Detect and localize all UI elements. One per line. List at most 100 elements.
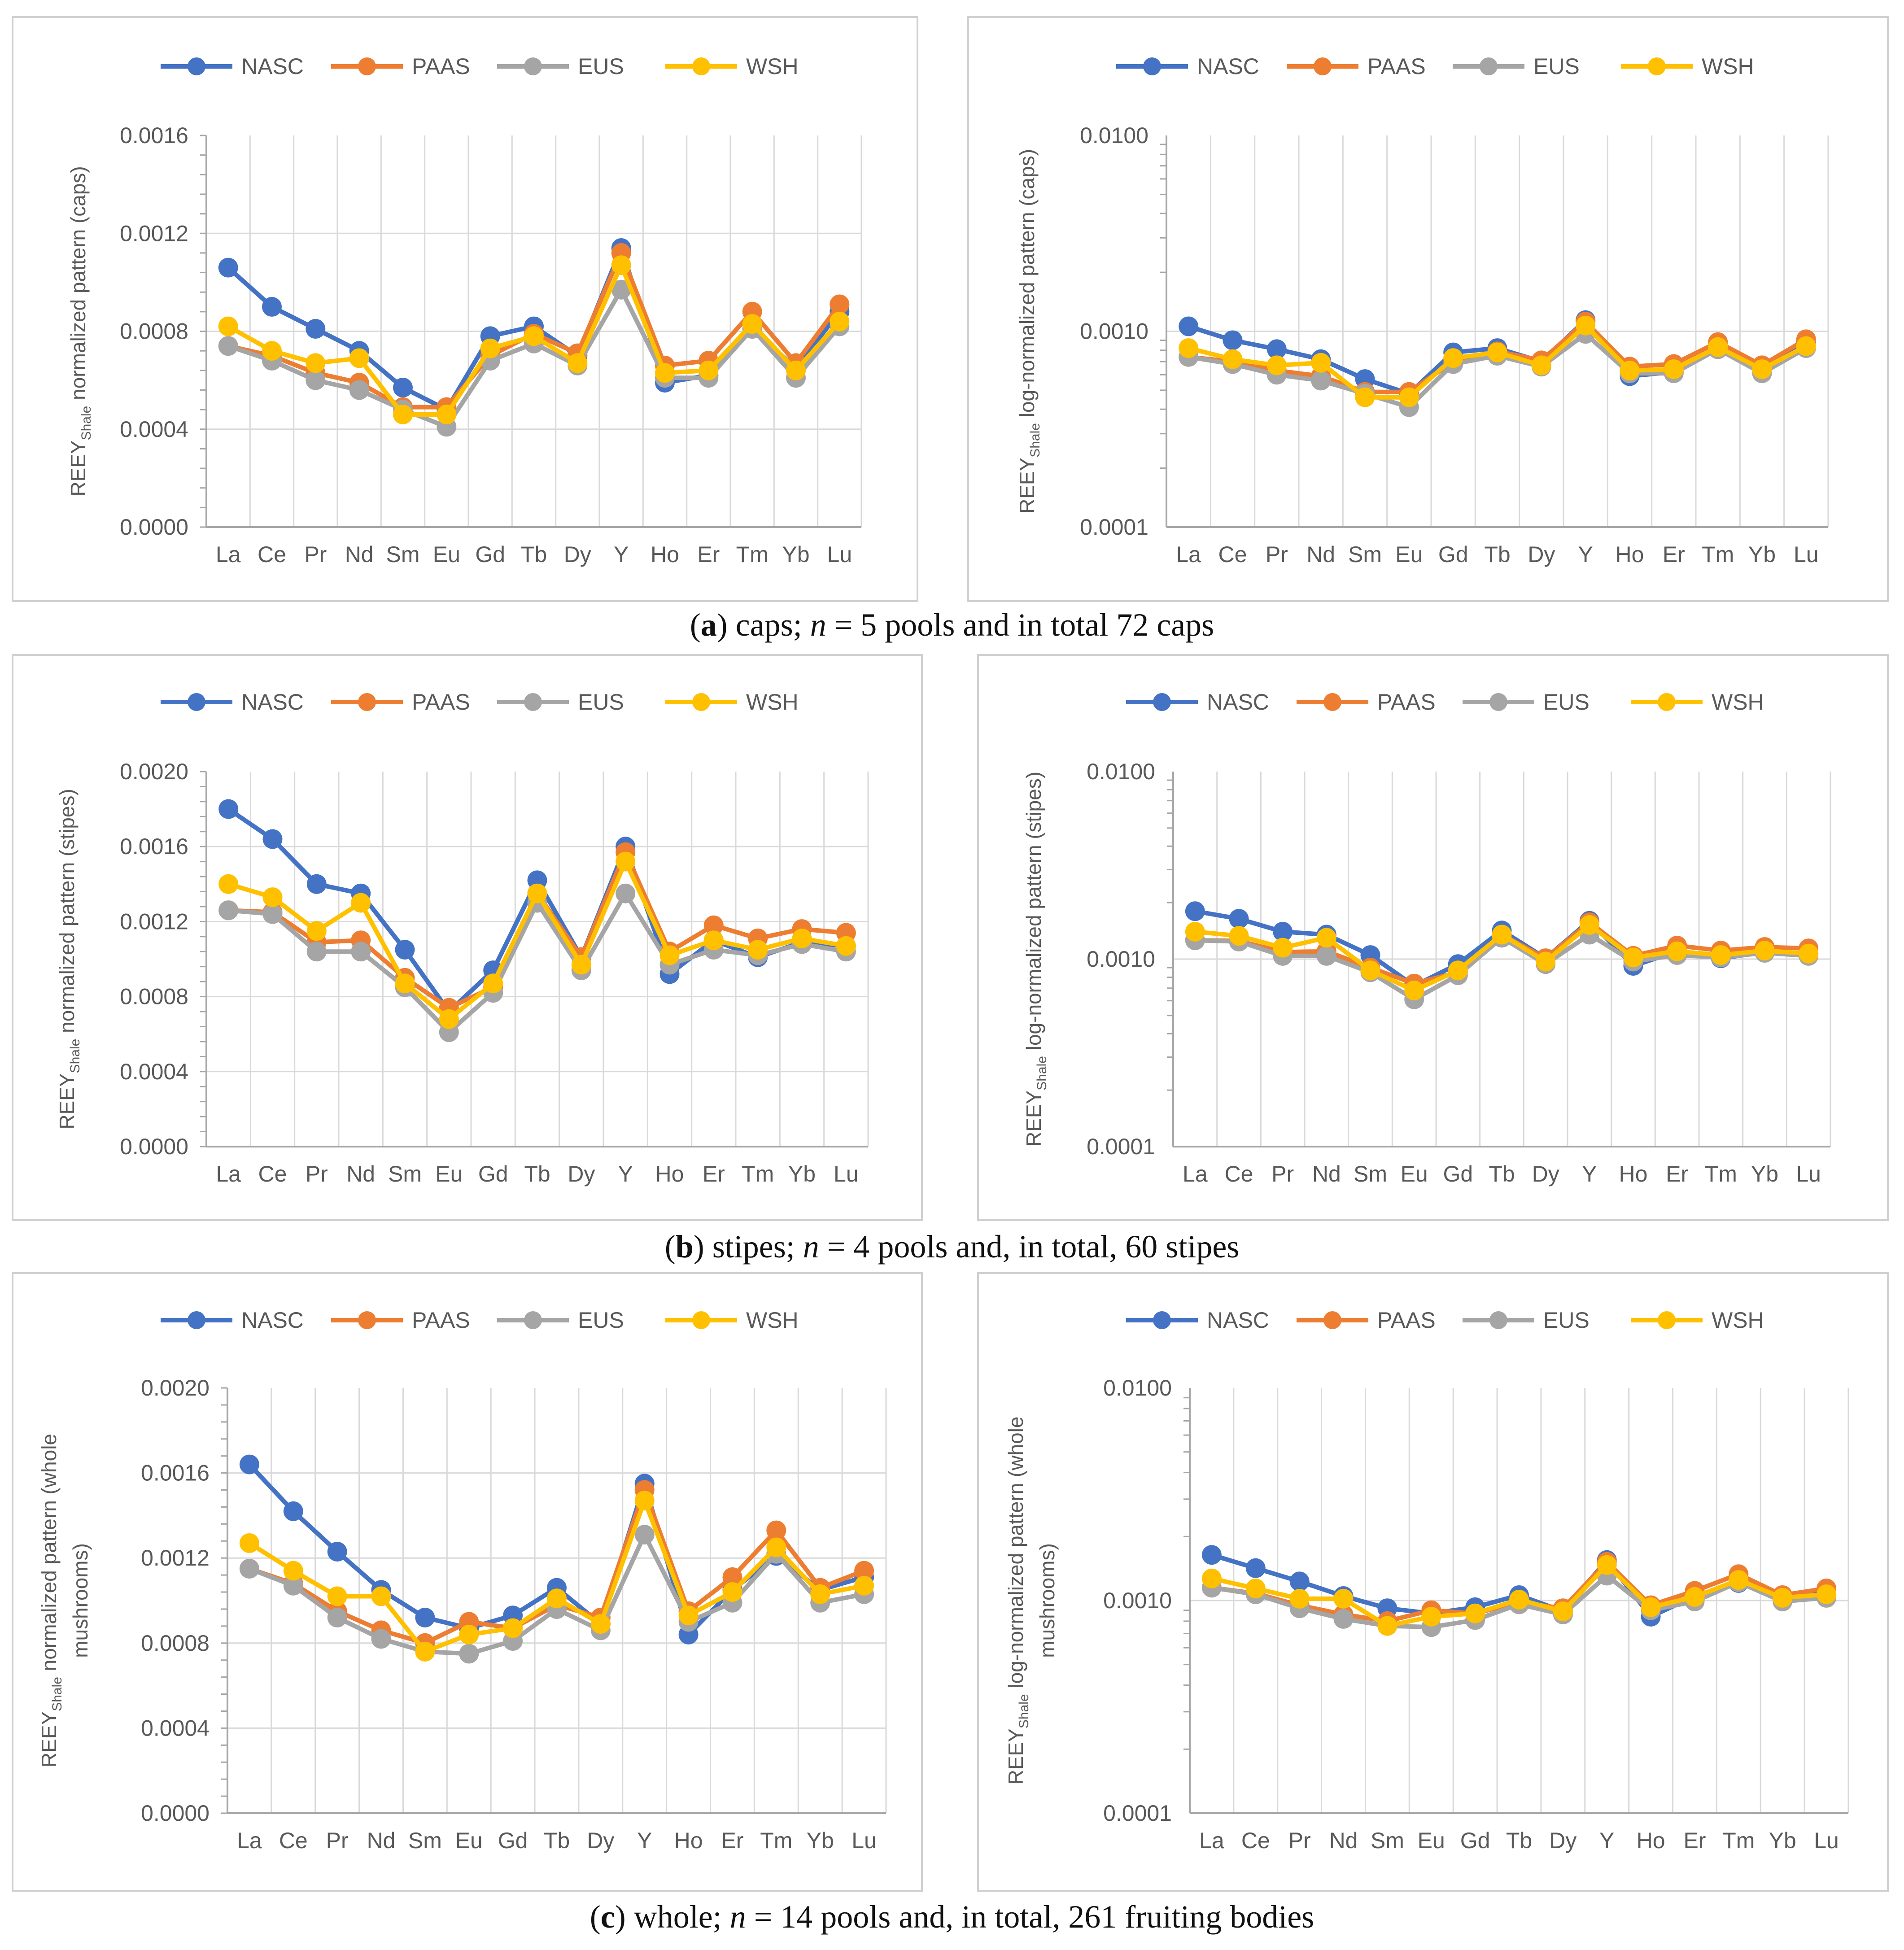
data-point	[1553, 1601, 1573, 1621]
data-point	[1817, 1584, 1837, 1605]
legend-label: NASC	[241, 1308, 304, 1333]
data-point	[437, 405, 457, 424]
legend-label: PAAS	[412, 1308, 470, 1333]
data-point	[792, 929, 812, 948]
data-point	[1752, 359, 1772, 380]
y-tick-label: 0.0010	[1103, 1588, 1172, 1613]
data-point	[1289, 1571, 1310, 1592]
legend-label: PAAS	[1367, 54, 1426, 79]
x-tick-label: Gd	[475, 542, 505, 567]
caption-b-pre: stipes;	[712, 1229, 803, 1265]
y-tick-label: 0.0000	[120, 1134, 188, 1159]
data-point	[1620, 361, 1640, 381]
x-tick-label: Nd	[345, 542, 374, 567]
data-point	[415, 1607, 435, 1627]
x-tick-label: Nd	[1329, 1828, 1358, 1853]
y-tick-label: 0.0004	[120, 1059, 188, 1084]
data-point	[349, 380, 369, 400]
x-tick-label: Nd	[1312, 1161, 1341, 1187]
y-tick-label: 0.0012	[120, 909, 188, 934]
data-point	[262, 297, 282, 317]
x-tick-label: Yb	[1751, 1161, 1778, 1187]
chart-border	[12, 1272, 923, 1892]
data-point	[306, 921, 327, 941]
data-point	[703, 915, 724, 935]
y-axis-title-line2: mushrooms)	[69, 1543, 92, 1658]
legend-marker	[188, 1311, 205, 1329]
legend-marker	[188, 693, 205, 711]
x-tick-label: Lu	[852, 1828, 877, 1853]
legend-item-paas: PAAS	[331, 1308, 470, 1333]
data-point	[659, 945, 680, 965]
caption-a: (a) caps; n = 5 pools and in total 72 ca…	[690, 607, 1214, 643]
data-point	[393, 405, 413, 424]
y-tick-label: 0.0100	[1080, 123, 1149, 148]
legend-marker	[1323, 693, 1341, 711]
caption-b-letter: b	[675, 1229, 694, 1265]
legend-marker	[358, 57, 376, 75]
y-axis-title-main: REEY	[55, 1073, 79, 1129]
y-tick-label: 0.0010	[1080, 319, 1149, 344]
data-point	[1316, 928, 1336, 948]
data-point	[1289, 1588, 1310, 1609]
x-tick-label: Pr	[1288, 1828, 1311, 1853]
legend-item-paas: PAAS	[1297, 1308, 1436, 1333]
data-point	[830, 311, 850, 332]
legend-marker	[1648, 57, 1666, 75]
data-point	[1685, 1587, 1705, 1607]
data-point	[349, 348, 369, 368]
data-point	[218, 316, 238, 336]
data-point	[1799, 943, 1819, 964]
y-axis-title: REEYShale normalized pattern (stipes)	[55, 789, 83, 1129]
chart-border	[967, 16, 1889, 602]
legend-item-paas: PAAS	[1287, 54, 1426, 79]
legend-item-paas: PAAS	[1297, 689, 1436, 715]
caption-b: (b) stipes; n = 4 pools and, in total, 6…	[664, 1229, 1240, 1265]
y-axis-title-rest: log-normalized pattern (caps)	[1015, 149, 1039, 423]
data-point	[571, 955, 591, 975]
legend-item-eus: EUS	[1463, 1308, 1590, 1333]
x-tick-label: Lu	[1794, 542, 1819, 567]
data-point	[527, 883, 547, 903]
legend-item-nasc: NASC	[1116, 54, 1259, 79]
data-point	[1311, 353, 1331, 373]
x-tick-label: Tb	[1489, 1161, 1515, 1187]
x-tick-label: Nd	[367, 1828, 396, 1853]
legend-item-eus: EUS	[1453, 54, 1580, 79]
data-point	[218, 874, 239, 894]
x-tick-label: Eu	[435, 1161, 463, 1187]
y-axis-title: REEYShale log-normalized pattern (whole	[1004, 1417, 1031, 1785]
y-axis-title-rest: normalized pattern (stipes)	[55, 789, 79, 1038]
x-tick-label: Eu	[433, 542, 460, 567]
y-axis-title-line2: mushrooms)	[1035, 1543, 1059, 1658]
y-axis-title-main: REEY	[1022, 1091, 1045, 1147]
data-point	[1179, 316, 1199, 336]
legend-marker	[188, 57, 205, 75]
x-tick-label: Er	[1666, 1161, 1688, 1187]
data-point	[1201, 1568, 1222, 1588]
legend-label: WSH	[746, 689, 799, 715]
legend-label: EUS	[1543, 689, 1590, 715]
data-point	[371, 1586, 391, 1606]
data-point	[262, 904, 283, 924]
y-tick-label: 0.0016	[120, 123, 188, 148]
data-point	[283, 1575, 303, 1596]
legend-marker	[524, 1311, 542, 1329]
data-point	[351, 893, 371, 913]
legend-label: EUS	[1533, 54, 1580, 79]
caption-c-pre: whole;	[633, 1899, 730, 1935]
legend-item-nasc: NASC	[161, 54, 304, 79]
x-tick-label: Er	[1683, 1828, 1706, 1853]
data-point	[1360, 960, 1380, 981]
y-axis-title: REEYShale log-normalized pattern (caps)	[1015, 149, 1043, 514]
data-point	[655, 363, 675, 383]
x-tick-label: Ho	[674, 1828, 703, 1853]
y-axis-title-rest: log-normalized pattern (whole	[1004, 1417, 1027, 1694]
data-point	[395, 940, 415, 960]
legend-item-wsh: WSH	[1631, 689, 1764, 715]
x-tick-label: Sm	[1354, 1161, 1387, 1187]
legend-marker	[1489, 693, 1507, 711]
data-point	[1333, 1588, 1354, 1609]
legend-label: NASC	[1207, 1308, 1269, 1333]
